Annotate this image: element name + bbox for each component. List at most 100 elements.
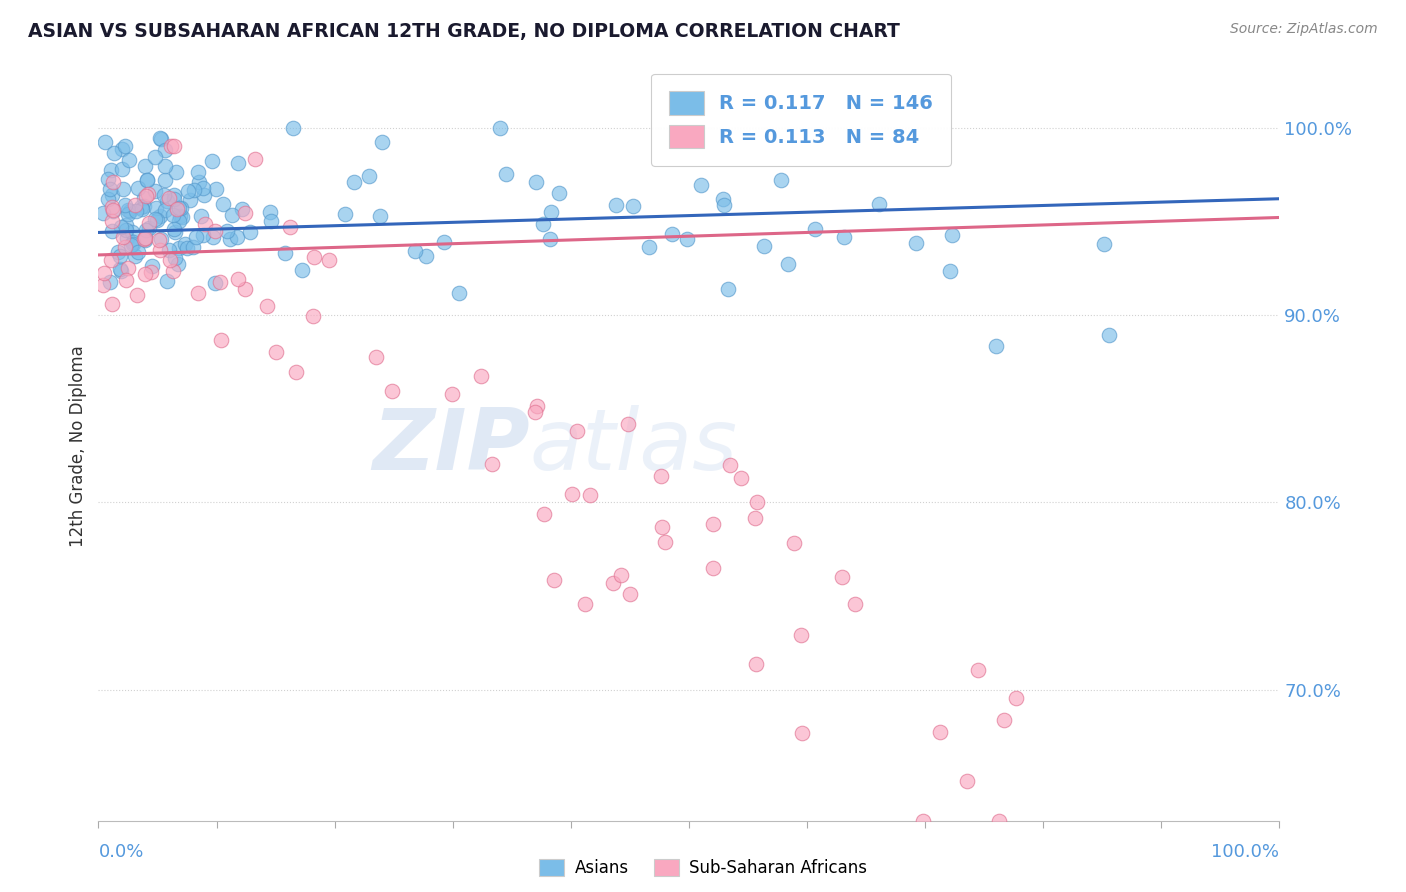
Point xyxy=(167,214,190,228)
Point xyxy=(201,154,224,169)
Point xyxy=(132,191,155,205)
Text: ZIP: ZIP xyxy=(371,404,530,488)
Point xyxy=(141,259,163,273)
Point xyxy=(138,187,160,202)
Point xyxy=(186,165,208,179)
Point xyxy=(233,205,256,219)
Point xyxy=(744,657,766,671)
Point xyxy=(167,201,190,215)
Point xyxy=(239,225,262,239)
Point xyxy=(136,172,159,186)
Point xyxy=(638,240,661,254)
Point xyxy=(163,139,186,153)
Point xyxy=(284,365,307,379)
Point xyxy=(100,163,122,178)
Point xyxy=(166,256,188,270)
Point xyxy=(290,262,312,277)
Point xyxy=(127,288,149,302)
Point xyxy=(163,225,186,239)
Point xyxy=(718,458,741,473)
Point xyxy=(744,510,766,524)
Point xyxy=(114,239,136,253)
Point xyxy=(157,191,180,205)
Point xyxy=(711,192,734,206)
Point xyxy=(690,178,713,193)
Point xyxy=(783,536,806,550)
Point xyxy=(335,207,357,221)
Point xyxy=(108,262,131,277)
Point xyxy=(988,814,1011,828)
Point xyxy=(146,213,169,227)
Point xyxy=(108,249,131,263)
Point xyxy=(579,488,602,502)
Point xyxy=(754,238,776,252)
Point xyxy=(101,214,124,228)
Point xyxy=(941,228,963,243)
Point xyxy=(574,597,596,611)
Point xyxy=(204,224,226,238)
Point xyxy=(101,223,124,237)
Point xyxy=(103,145,125,160)
Point xyxy=(134,267,156,281)
Point xyxy=(302,309,325,323)
Point xyxy=(526,400,548,414)
Point xyxy=(138,216,160,230)
Point xyxy=(131,202,153,217)
Point xyxy=(179,194,201,208)
Point xyxy=(201,230,224,244)
Point xyxy=(132,231,155,245)
Point xyxy=(93,136,115,150)
Point xyxy=(956,774,979,789)
Point xyxy=(778,257,800,271)
Point xyxy=(156,274,179,288)
Point xyxy=(193,188,215,202)
Point xyxy=(129,200,152,214)
Point xyxy=(368,209,391,223)
Point xyxy=(993,714,1015,728)
Point xyxy=(191,181,214,195)
Point xyxy=(160,139,183,153)
Point xyxy=(124,198,146,212)
Point xyxy=(986,339,1008,353)
Point xyxy=(100,182,122,196)
Point xyxy=(790,726,813,740)
Point xyxy=(619,587,641,601)
Text: Source: ZipAtlas.com: Source: ZipAtlas.com xyxy=(1230,22,1378,37)
Point xyxy=(966,664,988,678)
Point xyxy=(371,135,394,149)
Point xyxy=(149,209,172,223)
Point xyxy=(149,231,172,245)
Text: ASIAN VS SUBSAHARAN AFRICAN 12TH GRADE, NO DIPLOMA CORRELATION CHART: ASIAN VS SUBSAHARAN AFRICAN 12TH GRADE, … xyxy=(28,22,900,41)
Point xyxy=(481,457,503,471)
Point xyxy=(713,197,735,211)
Point xyxy=(226,156,249,170)
Point xyxy=(155,143,177,157)
Point xyxy=(524,175,547,189)
Point xyxy=(149,131,172,145)
Text: 100.0%: 100.0% xyxy=(1212,843,1279,861)
Point xyxy=(134,233,156,247)
Point xyxy=(304,250,326,264)
Point xyxy=(172,210,194,224)
Point xyxy=(547,186,569,200)
Point xyxy=(143,150,166,164)
Point xyxy=(868,197,890,211)
Point xyxy=(159,243,181,257)
Point xyxy=(149,243,172,257)
Point xyxy=(127,245,149,260)
Point xyxy=(163,222,186,236)
Point xyxy=(470,368,492,383)
Point xyxy=(135,188,157,202)
Point xyxy=(204,277,226,291)
Point xyxy=(150,132,173,146)
Point xyxy=(440,387,463,401)
Point xyxy=(187,286,209,301)
Point xyxy=(100,252,122,267)
Point xyxy=(115,273,138,287)
Point xyxy=(770,173,793,187)
Point xyxy=(162,188,184,202)
Point xyxy=(342,175,364,189)
Point xyxy=(204,181,226,195)
Point xyxy=(609,567,631,582)
Point xyxy=(101,202,124,217)
